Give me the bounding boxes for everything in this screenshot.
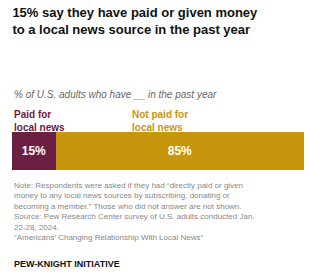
svg-text:Not paid forlocal news: Not paid forlocal news bbox=[132, 109, 188, 133]
svg-text:% of U.S. adults who have __ i: % of U.S. adults who have __ in the past… bbox=[14, 89, 217, 100]
svg-text:15%: 15% bbox=[22, 144, 46, 158]
svg-text:Paid forlocal news: Paid forlocal news bbox=[14, 109, 65, 133]
svg-text:85%: 85% bbox=[168, 144, 192, 158]
svg-text:PEW-KNIGHT INITIATIVE: PEW-KNIGHT INITIATIVE bbox=[14, 259, 120, 269]
svg-text:15% say they have paid or give: 15% say they have paid or given moneyto … bbox=[12, 5, 258, 37]
svg-text:Note: Respondents were asked i: Note: Respondents were asked if they had… bbox=[14, 181, 255, 242]
